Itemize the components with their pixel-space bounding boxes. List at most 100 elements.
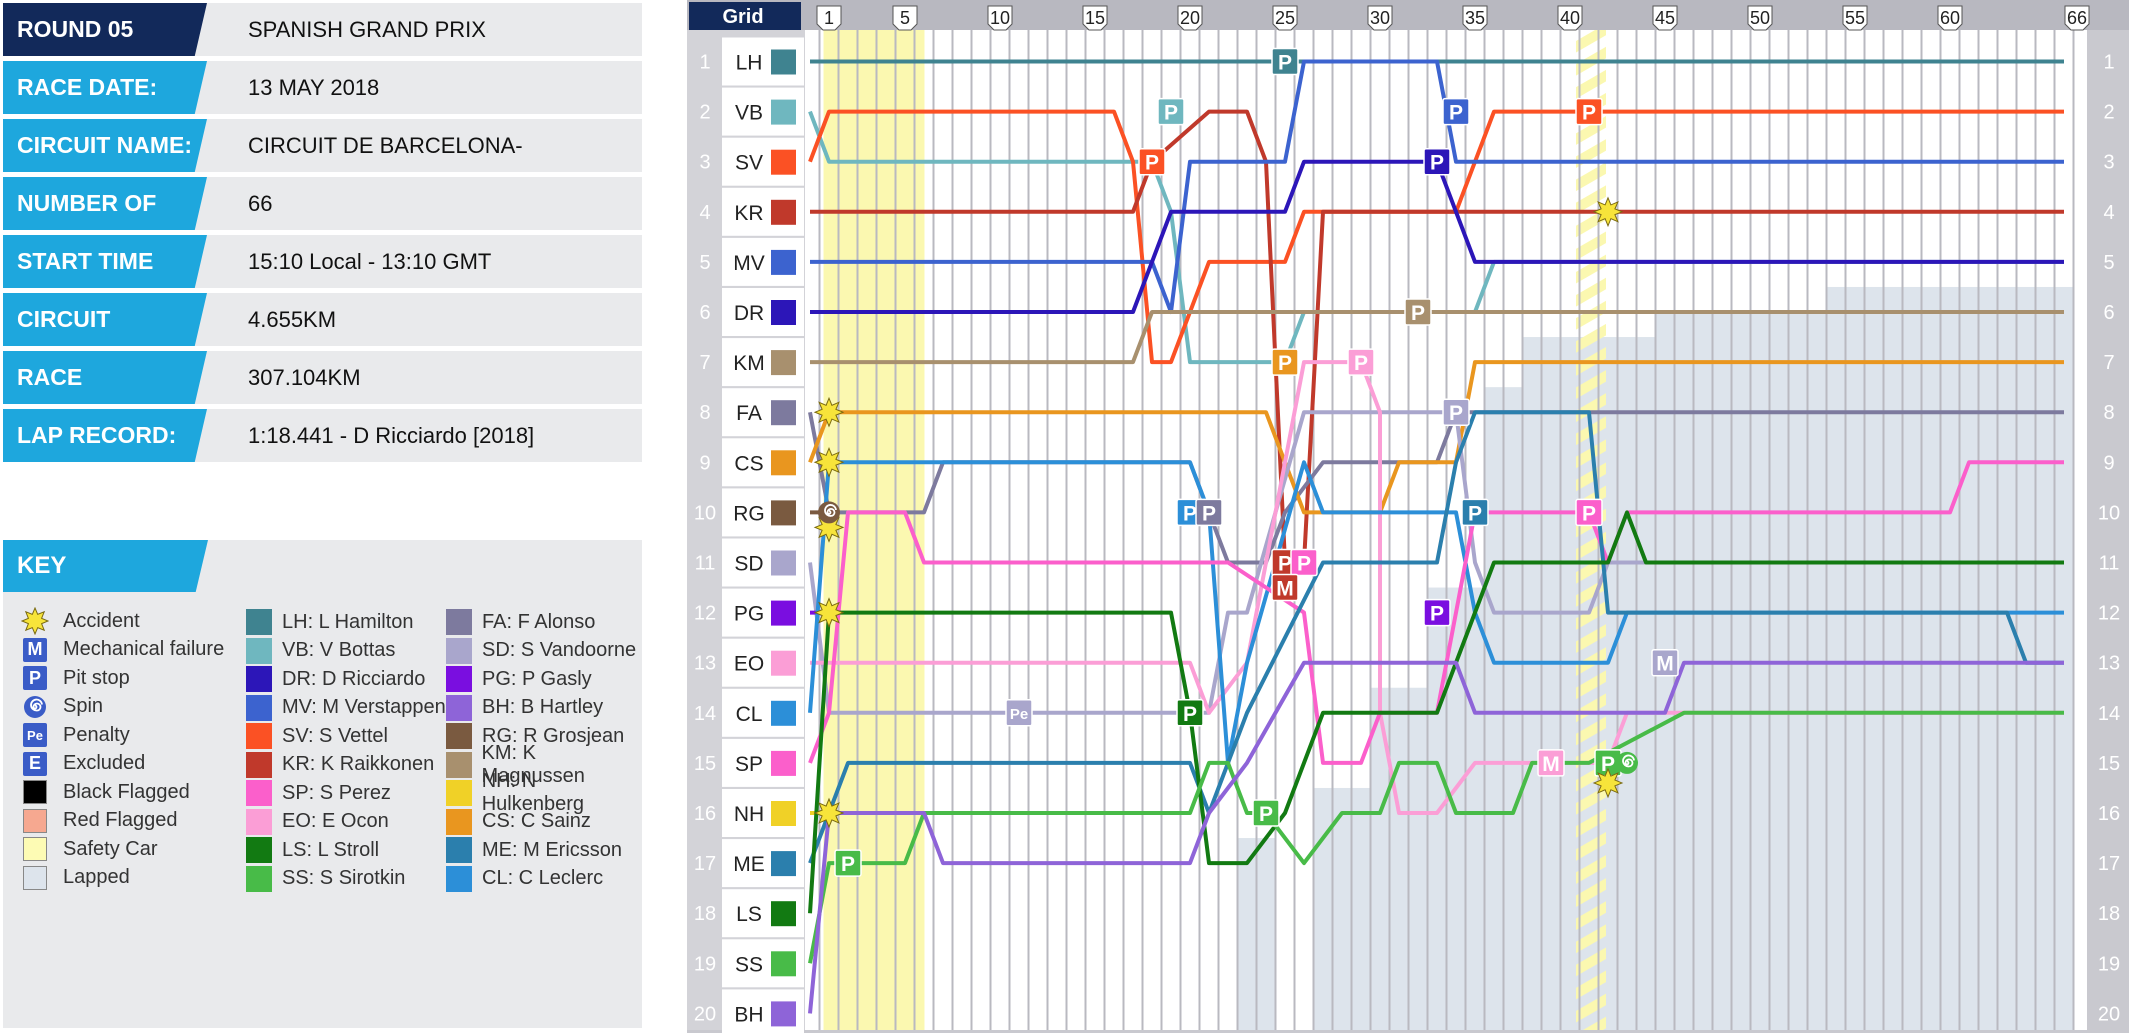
grid-driver-code: LS (736, 903, 762, 926)
lapped-region (1313, 787, 1371, 1030)
grid-position-number: 12 (694, 603, 716, 625)
pit-stop-badge: P (1461, 498, 1489, 527)
key-driver-item: BH: B Hartley (446, 693, 603, 723)
svg-text:P: P (1582, 502, 1596, 525)
pit-stop-badge: P (1404, 298, 1432, 326)
svg-text:P: P (1145, 152, 1159, 175)
pit-stop-badge: P (1347, 348, 1375, 376)
finish-position-number: 3 (2103, 152, 2114, 174)
info-value: 4.655KM (248, 307, 337, 332)
finish-position-number: 17 (2098, 853, 2120, 875)
lap-tick-label: 35 (1465, 8, 1485, 28)
series-line-cl (808, 460, 2064, 765)
svg-text:M: M (1276, 578, 1294, 601)
grid-position-number: 7 (699, 352, 710, 374)
grid-driver-code: SD (734, 553, 763, 576)
pit-stop-badge: P (1575, 97, 1603, 126)
grid-driver-swatch (771, 49, 796, 75)
grid-driver-swatch (771, 550, 796, 576)
chart-header (687, 0, 2129, 30)
svg-text:P: P (1582, 102, 1596, 125)
grid-position-number: 16 (694, 803, 716, 825)
key-event-item: P Pit stop (21, 662, 130, 694)
grid-position-number: 8 (699, 402, 710, 424)
lap-tick-marker (987, 5, 1013, 31)
key-driver-item: SV: S Vettel (246, 721, 388, 751)
info-row: NUMBER OF LAPS: 66 (3, 177, 642, 230)
key-event-label: Accident (63, 609, 140, 632)
grid-driver-code: EO (734, 653, 764, 676)
info-row: CIRCUIT NAME:CIRCUIT DE BARCELONA-CATALU… (3, 119, 642, 211)
grid-position-number: 11 (695, 553, 716, 575)
key-event-label: Penalty (63, 723, 130, 746)
accident-star-icon (21, 607, 49, 635)
lap-tick-label: 5 (900, 8, 910, 28)
key-driver-label: MV: M Verstappen (282, 696, 446, 718)
excluded-e-icon: E (21, 750, 49, 778)
svg-text:P: P (1430, 152, 1444, 175)
series-line-me (808, 410, 2064, 864)
grid-driver-swatch (771, 149, 796, 175)
lap-tick-label: 15 (1085, 8, 1105, 28)
grid-position-number: 9 (699, 452, 710, 474)
key-driver-item: SS: S Sirotkin (246, 864, 405, 894)
key-swatch (23, 780, 47, 804)
key-event-label: Mechanical failure (63, 638, 225, 660)
grid-driver-code: DR (734, 302, 764, 325)
lap-tick-marker (816, 5, 842, 31)
finish-position-number: 1 (2103, 52, 2114, 74)
grid-label-box (689, 2, 801, 30)
svg-text:P: P (1354, 352, 1368, 375)
grid-position-number: 1 (699, 52, 710, 74)
key-driver-item: SD: S Vandoorne (446, 636, 636, 666)
svg-text:P: P (1164, 102, 1178, 125)
grid-driver-swatch (771, 400, 796, 426)
grid-driver-code: CS (734, 452, 763, 475)
grid-position-number: 20 (694, 1003, 716, 1025)
grid-label: Grid (722, 6, 763, 28)
key-driver-label: SD: S Vandoorne (482, 639, 637, 661)
key-driver-label: SS: S Sirotkin (282, 867, 406, 889)
svg-text:Pe: Pe (1010, 706, 1028, 723)
key-event-label: Pit stop (63, 666, 130, 689)
svg-text:P: P (1259, 803, 1273, 826)
spin-swirl-icon (21, 693, 49, 721)
driver-color-swatch (246, 609, 272, 635)
grid-driver-swatch (771, 951, 796, 977)
key-event-label: Excluded (63, 752, 146, 774)
mechanical-m-icon: M (21, 636, 49, 664)
key-driver-item: NH: N Hulkenberg (446, 770, 642, 815)
driver-color-swatch (246, 837, 272, 863)
pit-stop-badge: P (1176, 699, 1204, 727)
pit-stop-p-icon: P (21, 664, 49, 692)
grid-driver-swatch (771, 350, 796, 376)
key-event-label: Safety Car (63, 837, 158, 860)
info-label: START TIME (3, 235, 207, 288)
lapped-region (1370, 687, 1428, 1030)
grid-driver-swatch (771, 450, 796, 476)
lap-tick-label: 20 (1180, 8, 1200, 28)
grid-position-number: 3 (699, 152, 710, 174)
key-driver-item: LS: L Stroll (246, 835, 379, 865)
driver-color-swatch (446, 837, 472, 863)
svg-text:P: P (1449, 102, 1463, 125)
svg-text:P: P (841, 853, 855, 876)
lap-tick-marker (2064, 5, 2090, 31)
finish-position-number: 15 (2098, 753, 2120, 775)
finish-position-number: 12 (2098, 603, 2120, 625)
grid-driver-swatch (771, 750, 796, 776)
key-event-item: Safety Car (21, 833, 157, 865)
info-value: 15:10 Local - 13:10 GMT (248, 249, 492, 274)
key-event-item: Black Flagged (21, 776, 190, 808)
spin-icon (1616, 751, 1638, 774)
lap-tick-marker (1842, 5, 1868, 31)
info-value: SPANISH GRAND PRIX (248, 17, 486, 42)
key-event-item: Pe Penalty (21, 719, 130, 751)
lap-tick-marker (1272, 5, 1298, 31)
key-event-item: Accident (21, 605, 140, 637)
finish-position-number: 13 (2098, 653, 2120, 675)
key-driver-label: BH: B Hartley (482, 696, 604, 718)
key-driver-label: NH: N Hulkenberg (481, 770, 584, 815)
lap-tick-label: 55 (1845, 8, 1865, 28)
lap-tick-label: 1 (824, 8, 834, 28)
